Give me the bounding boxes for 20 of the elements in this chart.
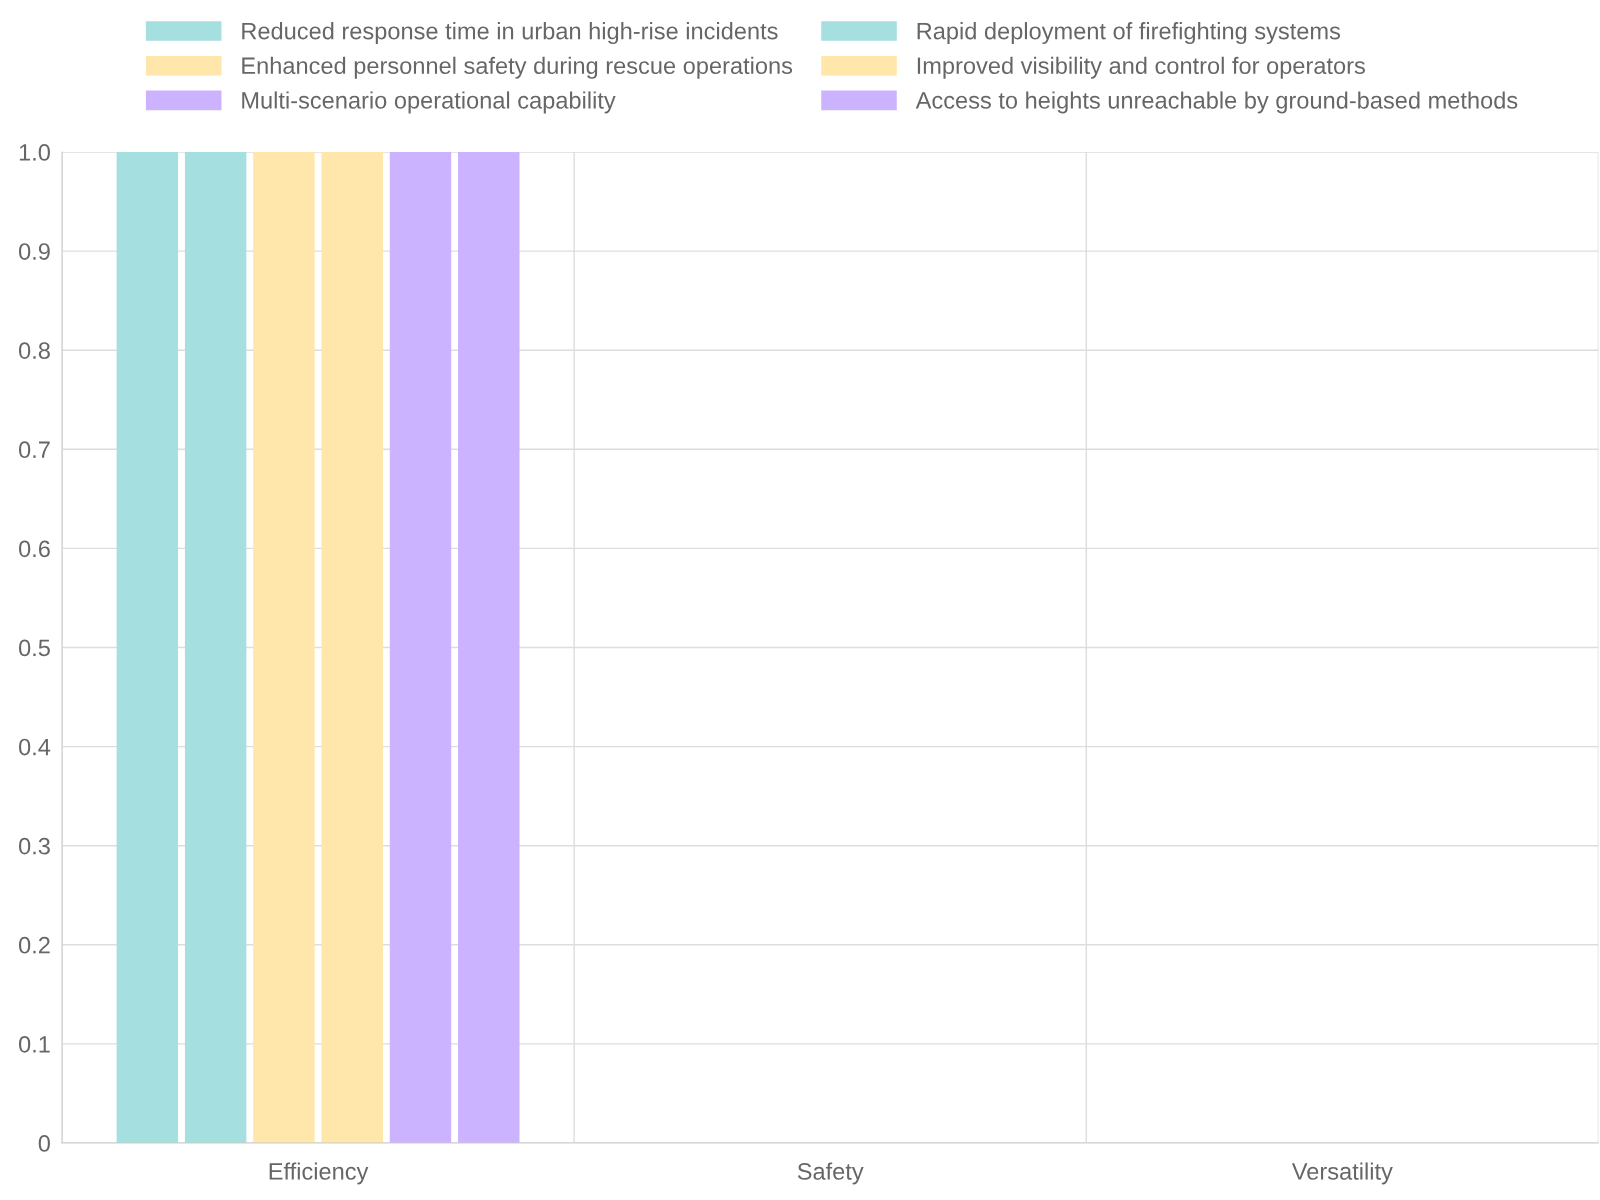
y-tick-label: 0.7 [18,441,50,459]
y-tick-label: 0.2 [18,936,50,954]
y-tick-label: 0.3 [18,837,50,855]
y-tick-label: 1.0 [19,144,50,161]
legend-label: Multi-scenario operational capability [242,91,616,114]
y-tick-label: 0.5 [18,639,50,657]
y-tick-label: 0.8 [18,342,50,359]
y-tick-label: 0.9 [18,243,50,260]
legend-label: Reduced response time in urban high-rise incidents [242,22,778,45]
legend-label: Enhanced personnel safety during rescue operations [242,56,793,79]
y-tick-label: 0.6 [18,540,50,558]
x-tick-label: Versatility [1291,1162,1393,1185]
x-tick-label: Efficiency [269,1162,369,1185]
legend-label: Access to heights unreachable by ground-based methods [915,91,1518,114]
legend-label: Rapid deployment of firefighting systems [917,22,1341,45]
y-tick-label: 0.4 [18,738,51,756]
legend-label: Improved visibility and control for operators [917,56,1365,79]
y-tick-label: 0.1 [18,1035,50,1053]
x-tick-label: Safety [797,1162,864,1185]
y-tick-label: 0 [38,1135,50,1152]
